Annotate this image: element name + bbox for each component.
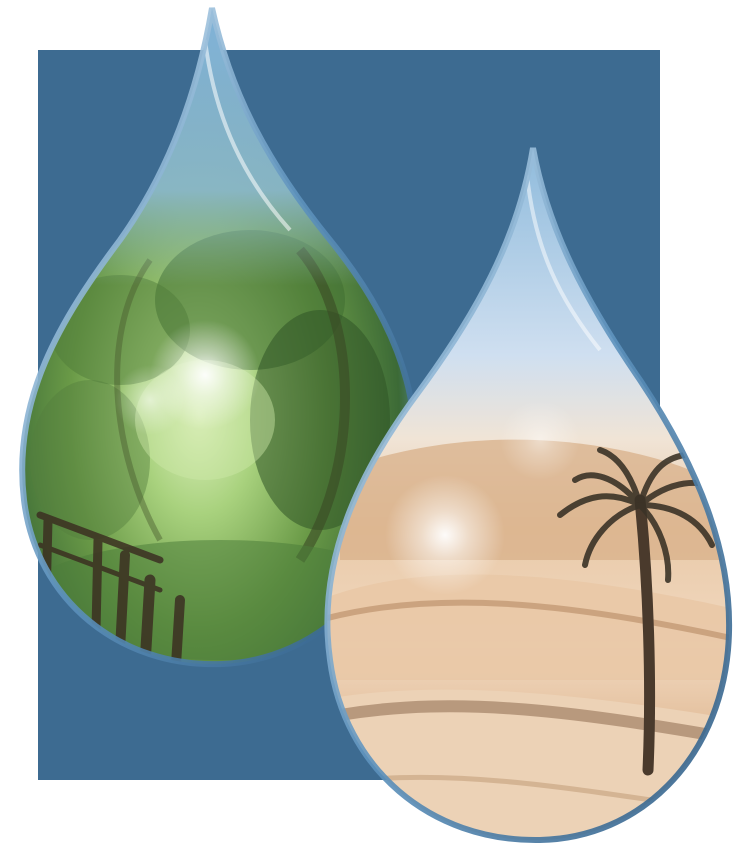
palm-fronds (557, 447, 723, 583)
desert-drop (324, 147, 733, 844)
